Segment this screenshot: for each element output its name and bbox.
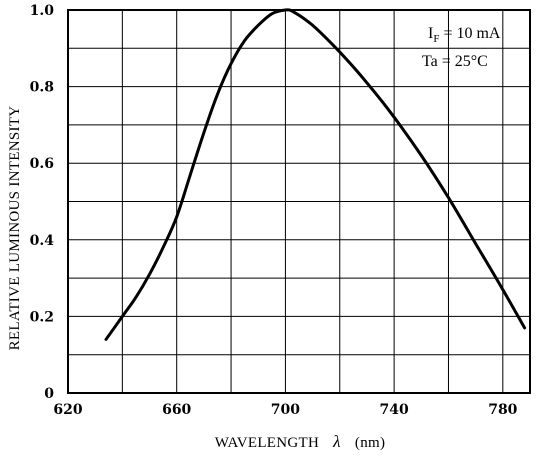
condition-current-rest: = 10 mA <box>439 25 500 42</box>
y-tick-label: 0.2 <box>30 309 54 325</box>
condition-current-sub: F <box>433 33 439 45</box>
x-axis-title: WAVELENGTH λ (nm) <box>215 432 386 451</box>
y-tick-label: 0 <box>44 386 54 402</box>
y-tick-label: 1.0 <box>30 3 55 19</box>
x-axis-title-symbol: λ <box>332 432 341 451</box>
grid <box>68 10 530 393</box>
plot-frame <box>67 9 531 394</box>
condition-temperature: Ta = 25°C <box>422 53 488 70</box>
y-tick-label: 0.4 <box>30 233 55 249</box>
series-group <box>104 8 527 341</box>
series-line <box>104 8 527 341</box>
y-tick-label: 0.8 <box>30 80 54 96</box>
x-tick-label: 700 <box>271 402 300 418</box>
x-tick-label: 620 <box>53 402 82 418</box>
x-axis-title-text: WAVELENGTH <box>215 435 319 451</box>
y-axis-title: RELATIVE LUMINOUS INTENSITY <box>7 106 23 351</box>
plot-border <box>67 9 531 394</box>
x-tick-labels: 620 660 700 740 780 <box>53 402 517 418</box>
x-axis-title-unit: (nm) <box>355 435 385 451</box>
x-tick-label: 660 <box>162 402 191 418</box>
condition-current-main: I <box>428 25 433 42</box>
x-tick-label: 740 <box>380 402 409 418</box>
condition-current: IF = 10 mA <box>428 25 501 45</box>
y-tick-label: 0.6 <box>30 156 54 172</box>
y-tick-labels: 0 0.2 0.4 0.6 0.8 1.0 <box>30 3 55 402</box>
x-tick-label: 780 <box>488 402 517 418</box>
